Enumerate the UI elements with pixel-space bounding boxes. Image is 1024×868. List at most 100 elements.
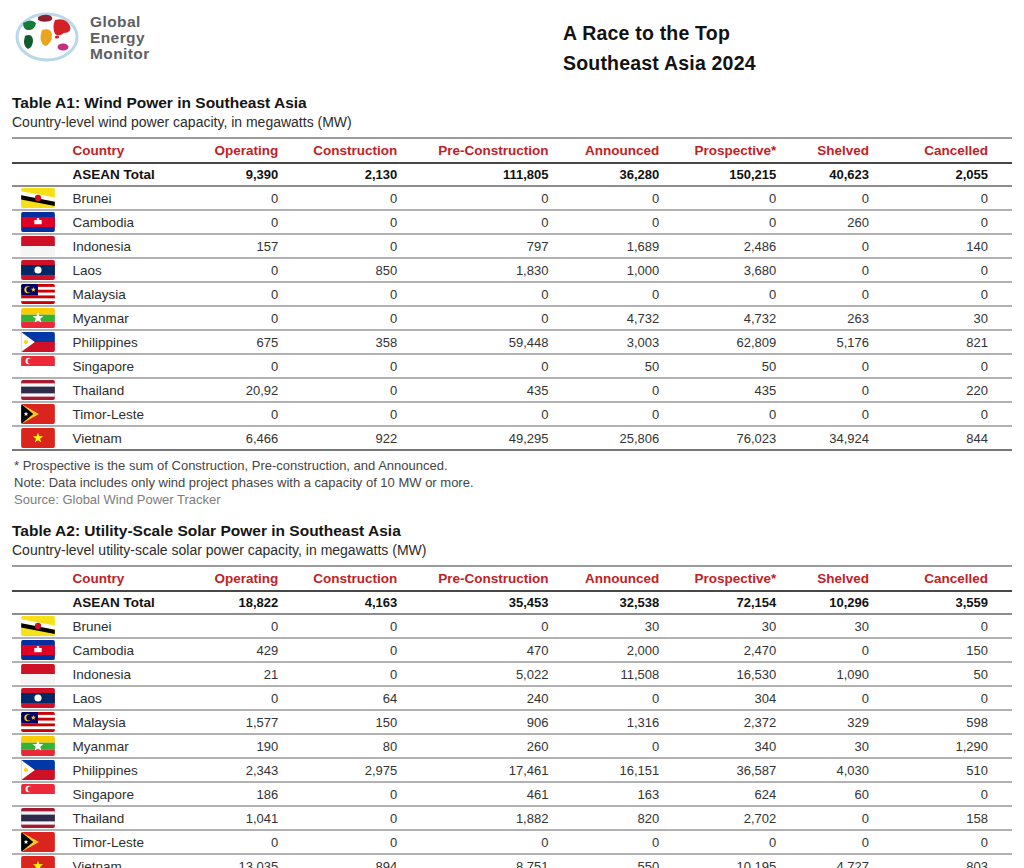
value-cell: 304: [683, 686, 800, 710]
country-name: Timor-Leste: [64, 830, 197, 854]
value-cell: 0: [572, 734, 683, 758]
value-cell: 340: [683, 734, 800, 758]
value-cell: 34,924: [800, 426, 893, 450]
value-cell: 3,003: [572, 330, 683, 354]
table-a1-footnotes: * Prospective is the sum of Construction…: [14, 457, 1012, 508]
flag-cell: [12, 830, 64, 854]
column-header-announced: Announced: [572, 138, 683, 163]
value-cell: 2,702: [683, 806, 800, 830]
column-header-cancelled: Cancelled: [893, 566, 1012, 591]
indonesia-flag-icon: [21, 236, 55, 256]
value-cell: 17,461: [421, 758, 572, 782]
value-cell: 0: [197, 210, 302, 234]
value-cell: 0: [421, 354, 572, 378]
value-cell: 0: [893, 258, 1012, 282]
value-cell: 30: [800, 614, 893, 638]
brand-line: Energy: [90, 30, 150, 46]
total-value-cell: 10,296: [800, 591, 893, 614]
value-cell: 510: [893, 758, 1012, 782]
value-cell: 0: [197, 402, 302, 426]
country-name: Laos: [64, 258, 197, 282]
value-cell: 190: [197, 734, 302, 758]
value-cell: 4,727: [800, 854, 893, 868]
value-cell: 803: [893, 854, 1012, 868]
country-name: Timor-Leste: [64, 402, 197, 426]
value-cell: 2,975: [302, 758, 421, 782]
column-header-row: CountryOperatingConstructionPre-Construc…: [12, 138, 1012, 163]
asean-total-label: ASEAN Total: [64, 163, 197, 186]
total-value-cell: 4,163: [302, 591, 421, 614]
value-cell: 0: [800, 186, 893, 210]
country-name: Vietnam: [64, 426, 197, 450]
total-value-cell: 32,538: [572, 591, 683, 614]
value-cell: 11,508: [572, 662, 683, 686]
singapore-flag-icon: [21, 356, 55, 376]
flag-cell: [12, 686, 64, 710]
value-cell: 1,316: [572, 710, 683, 734]
value-cell: 5,176: [800, 330, 893, 354]
value-cell: 0: [421, 306, 572, 330]
report-page: Global Energy Monitor A Race to the Top …: [0, 0, 1024, 868]
timor-leste-flag-icon: [21, 404, 55, 424]
column-header-shelved: Shelved: [800, 566, 893, 591]
value-cell: 0: [302, 638, 421, 662]
value-cell: 5,022: [421, 662, 572, 686]
value-cell: 797: [421, 234, 572, 258]
value-cell: 850: [302, 258, 421, 282]
column-header-row: CountryOperatingConstructionPre-Construc…: [12, 566, 1012, 591]
value-cell: 2,372: [683, 710, 800, 734]
value-cell: 64: [302, 686, 421, 710]
value-cell: 30: [572, 614, 683, 638]
value-cell: 0: [683, 210, 800, 234]
value-cell: 820: [572, 806, 683, 830]
flag-cell: [12, 710, 64, 734]
value-cell: 0: [893, 402, 1012, 426]
value-cell: 0: [893, 354, 1012, 378]
value-cell: 157: [197, 234, 302, 258]
globe-logo-icon: [14, 8, 80, 66]
value-cell: 4,732: [572, 306, 683, 330]
table-row-malaysia: Malaysia1,5771509061,3162,372329598: [12, 710, 1012, 734]
total-value-cell: 2,130: [302, 163, 421, 186]
value-cell: 0: [572, 830, 683, 854]
value-cell: 0: [302, 306, 421, 330]
value-cell: 0: [302, 186, 421, 210]
value-cell: 598: [893, 710, 1012, 734]
value-cell: 80: [302, 734, 421, 758]
table-a1-title: Table A1: Wind Power in Southeast Asia: [12, 94, 1012, 112]
country-name: Vietnam: [64, 854, 197, 868]
country-name: Laos: [64, 686, 197, 710]
thailand-flag-icon: [21, 380, 55, 400]
value-cell: 0: [421, 210, 572, 234]
value-cell: 550: [572, 854, 683, 868]
value-cell: 16,530: [683, 662, 800, 686]
value-cell: 16,151: [572, 758, 683, 782]
column-header-shelved: Shelved: [800, 138, 893, 163]
value-cell: 163: [572, 782, 683, 806]
value-cell: 675: [197, 330, 302, 354]
table-a1-subtitle: Country-level wind power capacity, in me…: [12, 114, 1012, 130]
table-row-cambodia: Cambodia42904702,0002,4700150: [12, 638, 1012, 662]
country-name: Philippines: [64, 758, 197, 782]
table-row-indonesia: Indonesia15707971,6892,4860140: [12, 234, 1012, 258]
country-name: Brunei: [64, 614, 197, 638]
value-cell: 0: [302, 402, 421, 426]
flag-cell: [12, 210, 64, 234]
value-cell: 25,806: [572, 426, 683, 450]
value-cell: 0: [302, 782, 421, 806]
timor-leste-flag-icon: [21, 832, 55, 852]
country-name: Brunei: [64, 186, 197, 210]
vietnam-flag-icon: [21, 856, 55, 868]
total-value-cell: 150,215: [683, 163, 800, 186]
table-row-cambodia: Cambodia000002600: [12, 210, 1012, 234]
column-header-operating: Operating: [197, 566, 302, 591]
value-cell: 429: [197, 638, 302, 662]
value-cell: 260: [421, 734, 572, 758]
value-cell: 50: [683, 354, 800, 378]
value-cell: 0: [302, 354, 421, 378]
value-cell: 260: [800, 210, 893, 234]
value-cell: 1,577: [197, 710, 302, 734]
footnote-capacity: Note: Data includes only wind project ph…: [14, 474, 1012, 491]
value-cell: 2,470: [683, 638, 800, 662]
value-cell: 1,689: [572, 234, 683, 258]
